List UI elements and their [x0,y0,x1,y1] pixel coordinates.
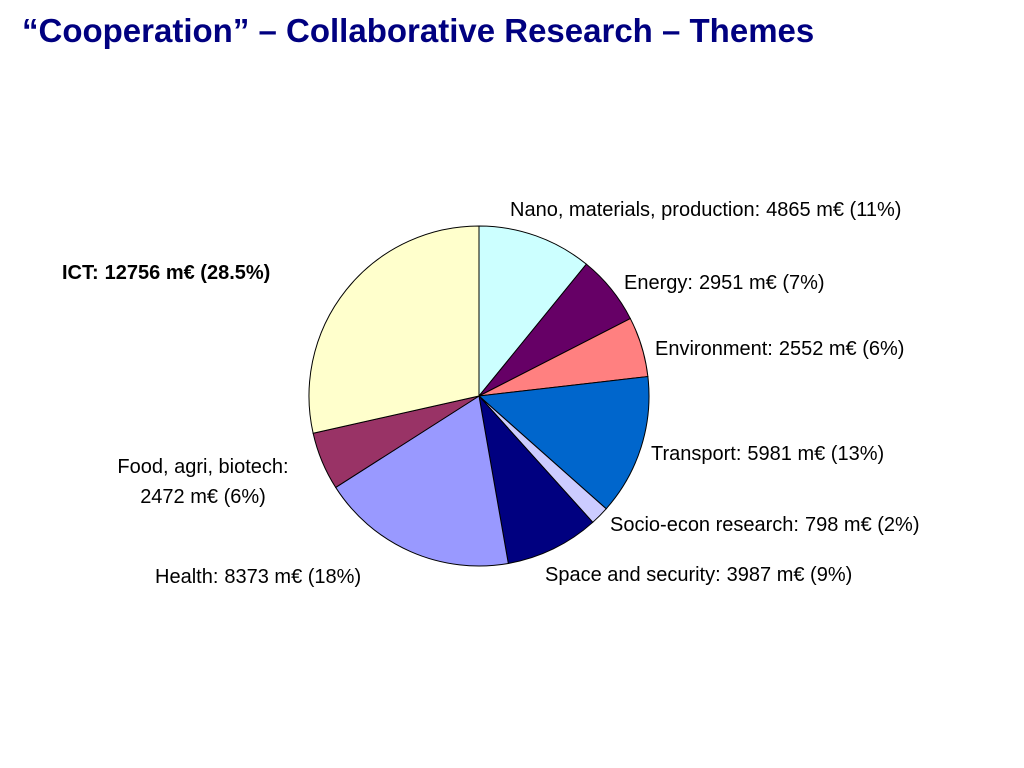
slice-label: Nano, materials, production: 4865 m€ (11%… [510,199,901,221]
pie-slice [478,225,588,398]
slice-category: Socio-econ research: [610,514,799,536]
slice-value: 2472 m€ (6%) [140,486,266,508]
slice-category: Transport: [651,443,741,465]
slice-value: 5981 m€ (13%) [747,443,884,465]
slice-value: 2552 m€ (6%) [779,338,905,360]
slice-category: Space and security: [545,564,721,586]
pie-slice [478,394,594,565]
slice-category: Environment: [655,338,773,360]
pie-slice [477,376,650,510]
slice-label: Space and security: 3987 m€ (9%) [545,564,852,586]
slice-category: Health: [155,566,218,588]
slice-value: 4865 m€ (11%) [766,199,901,221]
slice-label: Transport: 5981 m€ (13%) [651,443,884,465]
slice-value: 12756 m€ (28.5%) [105,262,271,284]
pie-slice [308,225,480,434]
slice-category: Food, agri, biotech: [117,456,288,478]
slice-label: ICT: 12756 m€ (28.5%) [62,262,270,284]
slice-category: Energy: [624,272,693,294]
slide-title: “Cooperation” – Collaborative Research –… [22,12,814,49]
slice-value: 2951 m€ (7%) [699,272,825,294]
slice-value: 798 m€ (2%) [805,514,920,536]
slice-value: 3987 m€ (9%) [727,564,853,586]
slice-value: 8373 m€ (18%) [224,566,361,588]
slice-label: Socio-econ research: 798 m€ (2%) [610,514,919,536]
slice-category: ICT: [62,262,99,284]
slice-label: Food, agri, biotech: 2472 m€ (6%) [117,456,288,508]
slice-label: Energy: 2951 m€ (7%) [624,272,825,294]
slice-label: Environment: 2552 m€ (6%) [655,338,904,360]
slice-category: Nano, materials, production: [510,199,760,221]
slice-label: Health: 8373 m€ (18%) [155,566,361,588]
pie-slice [335,395,509,567]
